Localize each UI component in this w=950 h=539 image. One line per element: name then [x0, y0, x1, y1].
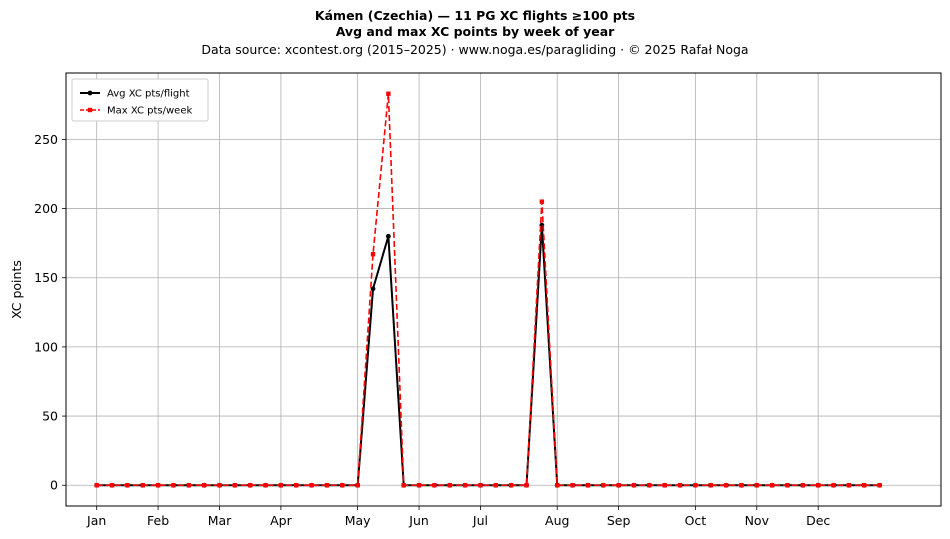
data-point: [800, 483, 806, 488]
data-point: [555, 483, 560, 488]
data-point: [616, 483, 621, 488]
data-point: [754, 483, 759, 488]
chart-titles: Kámen (Czechia) — 11 PG XC flights ≥100 …: [0, 8, 950, 59]
series-layer: [94, 91, 882, 488]
series-line: [96, 224, 880, 487]
data-point: [155, 483, 161, 488]
series-line: [96, 92, 880, 487]
data-point: [294, 483, 299, 488]
data-point: [217, 483, 222, 488]
chart-subtitle: Data source: xcontest.org (2015–2025) · …: [201, 42, 749, 57]
legend-marker: [87, 107, 93, 113]
data-point: [278, 483, 284, 488]
data-point: [432, 483, 437, 488]
x-tick-label: Sep: [607, 513, 631, 528]
x-tick-label: Oct: [685, 513, 707, 528]
data-point: [693, 483, 698, 488]
y-tick-label: 250: [34, 132, 58, 147]
data-point: [309, 483, 314, 488]
data-point: [631, 483, 637, 488]
data-point: [478, 483, 483, 488]
data-point: [355, 483, 360, 488]
plot-frame: [65, 72, 942, 507]
data-point: [324, 483, 330, 488]
data-point: [186, 483, 192, 488]
data-point: [815, 483, 821, 488]
data-point: [831, 483, 836, 488]
data-point: [723, 483, 729, 488]
legend-label: Max XC pts/week: [107, 106, 192, 117]
y-axis-label: XC points: [9, 260, 24, 319]
data-point: [109, 483, 115, 488]
data-point: [416, 483, 422, 488]
legend-marker: [87, 90, 93, 96]
x-tick-label: Feb: [147, 513, 169, 528]
x-tick-label: Aug: [545, 513, 569, 528]
data-point: [677, 483, 683, 488]
data-point: [263, 483, 268, 488]
y-tick-label: 150: [34, 270, 58, 285]
y-tick-label: 50: [42, 409, 58, 424]
data-point: [708, 483, 713, 488]
data-point: [601, 483, 606, 488]
data-point: [739, 483, 744, 488]
grid-lines: [66, 73, 941, 506]
axis-ticks: Jan Feb Mar Apr May Jun Jul Aug Sep Oct Nov Dec 0 50 1…: [34, 132, 830, 528]
y-tick-label: 0: [50, 478, 58, 493]
data-point: [125, 483, 130, 488]
data-point: [248, 483, 253, 488]
x-tick-label: Nov: [745, 513, 770, 528]
data-point: [785, 483, 790, 488]
data-point: [94, 483, 99, 488]
data-point: [201, 483, 207, 488]
data-point: [462, 483, 468, 488]
data-point: [862, 483, 867, 488]
y-tick-label: 100: [34, 339, 58, 354]
legend-label: Avg XC pts/flight: [107, 89, 190, 100]
data-point: [385, 233, 391, 239]
data-point: [539, 199, 545, 204]
series-avg: [94, 222, 882, 488]
chart-title-line2: Avg and max XC points by week of year: [335, 24, 615, 39]
data-point: [493, 483, 499, 488]
data-point: [524, 483, 529, 488]
y-tick-label: 200: [34, 201, 58, 216]
legend-box: [71, 78, 209, 122]
data-point: [401, 483, 406, 488]
series-max: [94, 91, 882, 488]
x-tick-label: Jun: [408, 513, 429, 528]
chart-title: Kámen (Czechia) — 11 PG XC flights ≥100 …: [314, 8, 636, 23]
legend: Avg XC pts/flight Max XC pts/week: [71, 78, 209, 122]
data-point: [508, 483, 514, 488]
data-point: [340, 483, 345, 488]
data-point: [171, 483, 176, 488]
x-tick-label: Mar: [208, 513, 232, 528]
data-point: [232, 483, 238, 488]
data-point: [647, 483, 652, 488]
x-tick-label: Jul: [472, 513, 488, 528]
x-tick-label: Apr: [270, 513, 292, 528]
data-point: [447, 483, 452, 488]
data-point: [370, 252, 376, 257]
data-point: [769, 483, 775, 488]
data-point: [877, 483, 882, 488]
data-point: [846, 483, 852, 488]
data-point: [140, 483, 145, 488]
data-point: [386, 91, 391, 96]
data-point: [662, 483, 667, 488]
data-point: [570, 483, 575, 488]
data-point: [585, 483, 591, 488]
x-tick-label: Jan: [86, 513, 106, 528]
x-tick-label: May: [345, 513, 371, 528]
x-tick-label: Dec: [806, 513, 830, 528]
data-point: [370, 286, 376, 292]
